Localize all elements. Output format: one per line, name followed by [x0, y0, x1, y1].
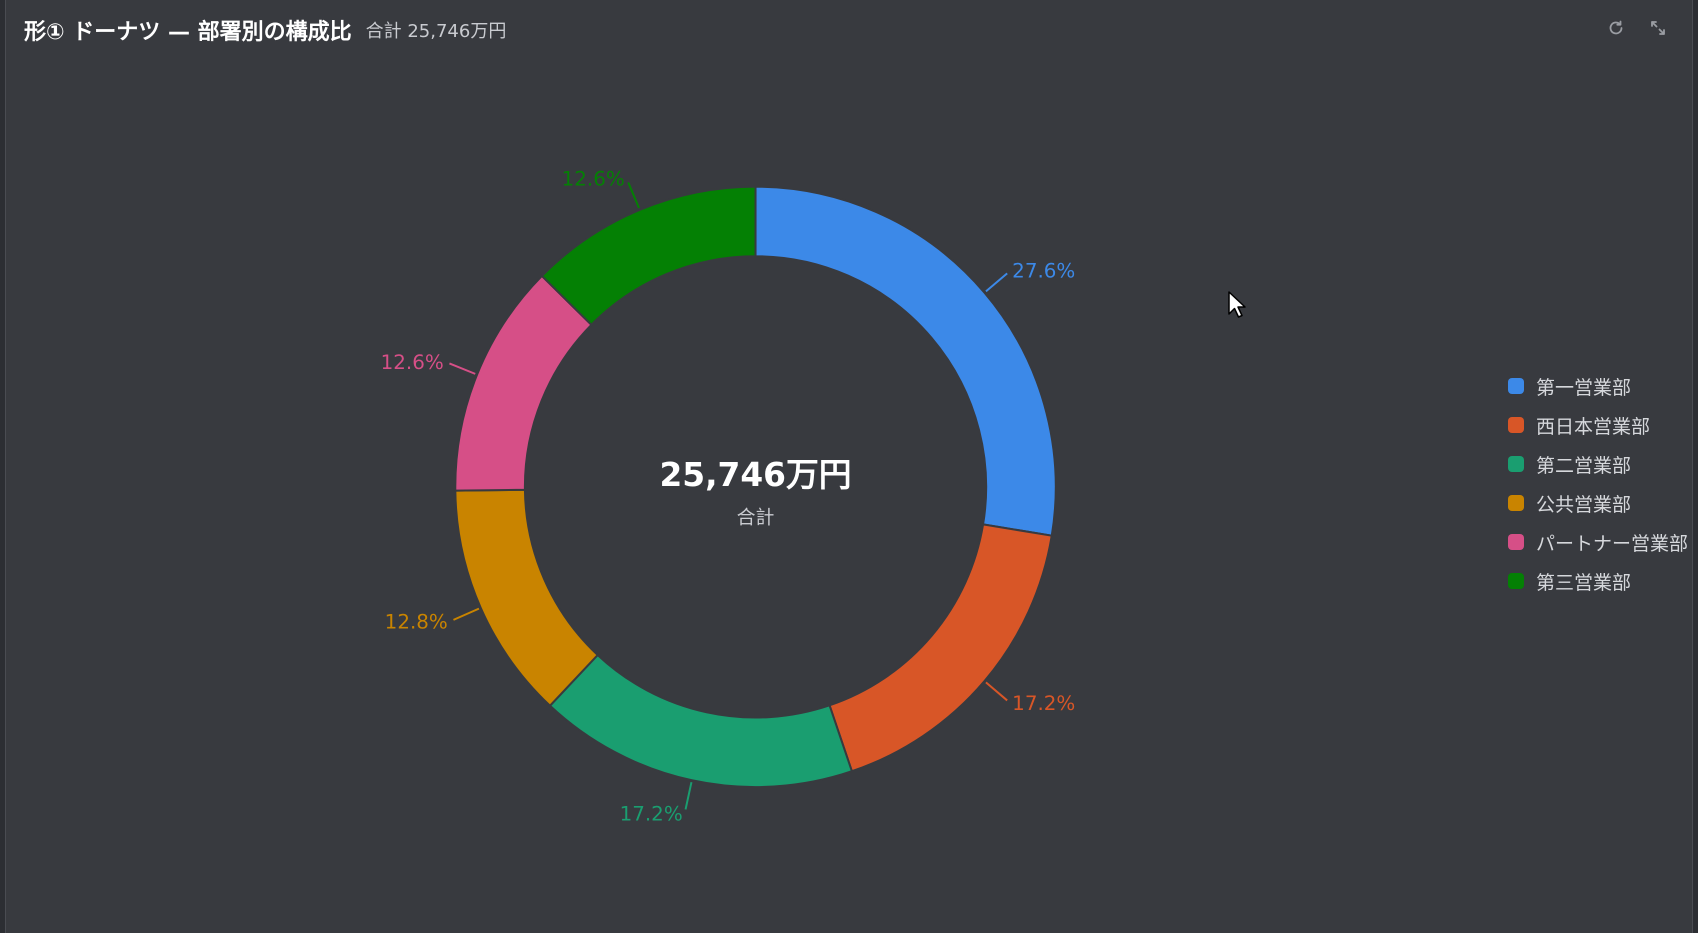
- legend-item[interactable]: 第一営業部: [1508, 374, 1688, 399]
- legend-swatch: [1508, 456, 1524, 472]
- panel-header: 形① ドーナツ — 部署別の構成比 合計 25,746万円: [24, 12, 506, 48]
- expand-icon: [1651, 21, 1665, 35]
- donut-slice[interactable]: [540, 185, 757, 327]
- slice-leader-line: [684, 782, 693, 810]
- legend-item[interactable]: 西日本営業部: [1508, 413, 1688, 438]
- refresh-icon: [1609, 20, 1623, 35]
- legend-label: パートナー営業部: [1536, 532, 1689, 555]
- donut-slice[interactable]: [828, 523, 1053, 773]
- legend-label: 第一営業部: [1536, 376, 1632, 399]
- slice-leader-line: [985, 681, 1008, 702]
- chart-panel: 形① ドーナツ — 部署別の構成比 合計 25,746万円: [5, 0, 1693, 933]
- chart-title: 形① ドーナツ — 部署別の構成比: [24, 20, 352, 45]
- donut-slice[interactable]: [454, 274, 593, 492]
- legend-item[interactable]: 第二営業部: [1508, 452, 1688, 477]
- donut-slice[interactable]: [754, 185, 1057, 537]
- center-total-label: 合計: [737, 507, 775, 529]
- legend-label: 第二営業部: [1536, 454, 1632, 477]
- refresh-button[interactable]: [1606, 18, 1626, 38]
- slice-percent-label: 17.2%: [620, 802, 683, 825]
- legend-label: 第三営業部: [1536, 571, 1632, 594]
- slice-leader-line: [453, 607, 480, 621]
- slice-leader-line: [985, 272, 1008, 293]
- legend-label: 西日本営業部: [1536, 415, 1651, 438]
- mouse-pointer-icon: [1228, 291, 1246, 318]
- chart-subtitle: 合計 25,746万円: [365, 21, 507, 42]
- slice-percent-label: 12.6%: [562, 168, 625, 191]
- donut-slice[interactable]: [454, 488, 600, 708]
- slice-leader-line: [449, 362, 476, 375]
- chart-legend: 第一営業部西日本営業部 第二営業部公共営業部パートナー営業部 第三営業部: [1508, 374, 1689, 594]
- legend-item[interactable]: パートナー営業部: [1508, 530, 1689, 555]
- legend-item[interactable]: 第三営業部: [1508, 569, 1688, 594]
- donut-slice[interactable]: [548, 653, 854, 789]
- legend-swatch: [1508, 573, 1524, 589]
- legend-swatch: [1508, 495, 1524, 511]
- slice-percent-label: 27.6%: [1012, 260, 1075, 283]
- slice-percent-label: 17.2%: [1012, 692, 1075, 715]
- expand-button[interactable]: [1648, 18, 1668, 38]
- legend-item[interactable]: 公共営業部: [1508, 491, 1688, 516]
- slice-percent-label: 12.8%: [385, 610, 448, 633]
- legend-swatch: [1508, 378, 1524, 394]
- panel-toolbar: [1606, 18, 1668, 38]
- legend-label: 公共営業部: [1536, 493, 1632, 516]
- slice-percent-label: 12.6%: [381, 351, 444, 374]
- legend-swatch: [1508, 534, 1524, 550]
- legend-swatch: [1508, 417, 1524, 433]
- center-total-value: 25,746万円: [659, 456, 851, 494]
- slice-leader-line: [627, 181, 640, 209]
